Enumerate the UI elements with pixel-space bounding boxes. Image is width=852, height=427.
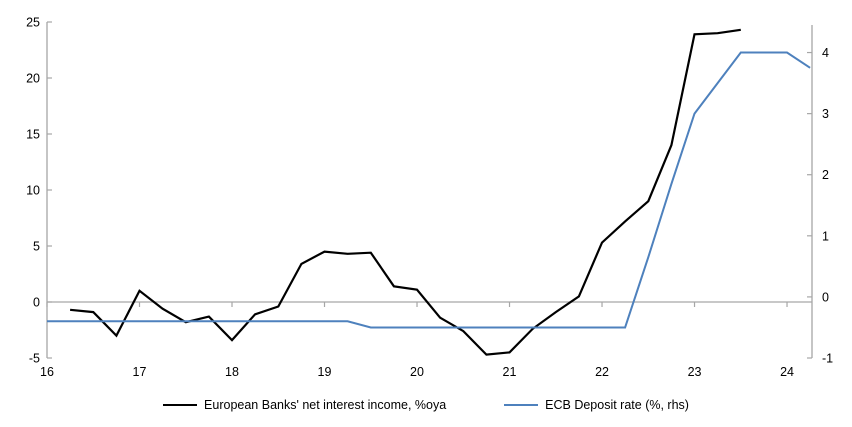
x-axis-tick-label: 22: [595, 365, 609, 379]
x-axis-tick-label: 19: [318, 365, 332, 379]
right-axis-tick-label: 1: [822, 229, 829, 243]
left-axis-tick-label: 0: [33, 296, 40, 310]
x-axis-tick-label: 17: [133, 365, 147, 379]
series-line-ecb-deposit-rate: [47, 51, 811, 329]
legend-label: European Banks' net interest income, %oy…: [204, 398, 447, 412]
legend-entry-net-interest-income: European Banks' net interest income, %oy…: [163, 398, 446, 412]
x-axis-tick-label: 21: [503, 365, 517, 379]
chart-legend: European Banks' net interest income, %oy…: [0, 395, 852, 415]
left-axis-tick-label: 5: [33, 240, 40, 254]
x-axis-tick-label: 24: [780, 365, 794, 379]
x-axis-tick-label: 23: [688, 365, 702, 379]
left-axis-tick-label: -5: [29, 352, 40, 366]
legend-entry-ecb-deposit-rate: ECB Deposit rate (%, rhs): [504, 398, 689, 412]
left-axis-tick-label: 25: [26, 16, 40, 30]
right-axis-tick-label: -1: [822, 352, 833, 366]
right-axis-tick-label: 4: [822, 46, 829, 60]
x-axis-tick-label: 20: [410, 365, 424, 379]
left-axis-tick-label: 20: [26, 72, 40, 86]
right-axis-tick-label: 3: [822, 107, 829, 121]
black-line-swatch: [163, 404, 198, 406]
series-line-net-interest-income: [69, 28, 741, 356]
right-axis-tick-label: 2: [822, 168, 829, 182]
right-axis-tick-label: 0: [822, 290, 829, 304]
x-axis-tick-label: 16: [40, 365, 54, 379]
legend-label: ECB Deposit rate (%, rhs): [545, 398, 689, 412]
left-axis-tick-label: 15: [26, 128, 40, 142]
left-axis-tick-label: 10: [26, 184, 40, 198]
blue-line-swatch: [504, 404, 539, 406]
x-axis-tick-label: 18: [225, 365, 239, 379]
